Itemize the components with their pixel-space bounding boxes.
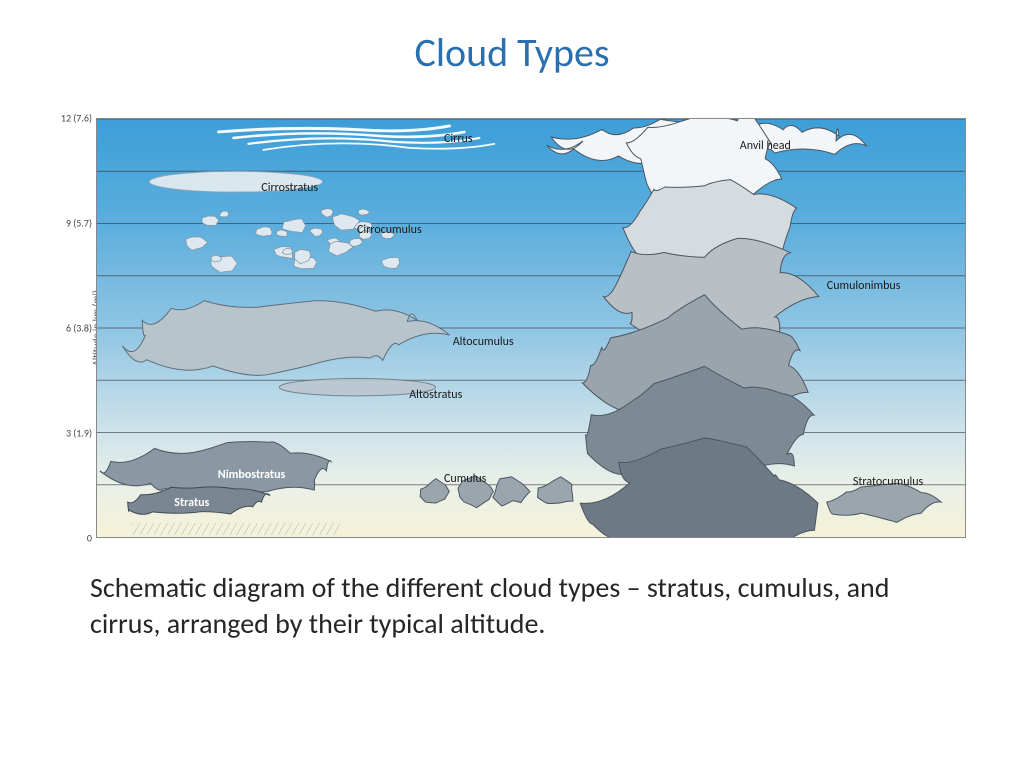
cloud-label: Cumulonimbus [827,279,901,293]
cloud-label: Cirrocumulus [357,223,422,237]
cloud-label: Nimbostratus [218,468,286,482]
page-title: Cloud Types [0,28,1024,77]
y-tick: 6 (3.8) [44,322,92,335]
cloud-label: Anvil head [740,139,791,153]
cloud-label: Stratus [174,496,209,510]
cloud-label: Altostratus [409,388,462,402]
y-tick: 9 (5.7) [44,217,92,230]
cloud-label: Cirrostratus [261,181,318,195]
cloud-label: Cumulus [444,472,486,486]
y-tick: 3 (1.9) [44,427,92,440]
y-tick: 0 [44,532,92,545]
caption-text: Schematic diagram of the different cloud… [90,570,950,643]
cloud-label: Stratocumulus [853,475,923,489]
cloud-label: Altocumulus [453,335,514,349]
cloud-diagram: Altitude in km (mi) 03 (1.9)6 (3.8)9 (5.… [96,118,966,538]
cloud-label: Cirrus [444,132,473,146]
y-tick: 12 (7.6) [44,112,92,125]
